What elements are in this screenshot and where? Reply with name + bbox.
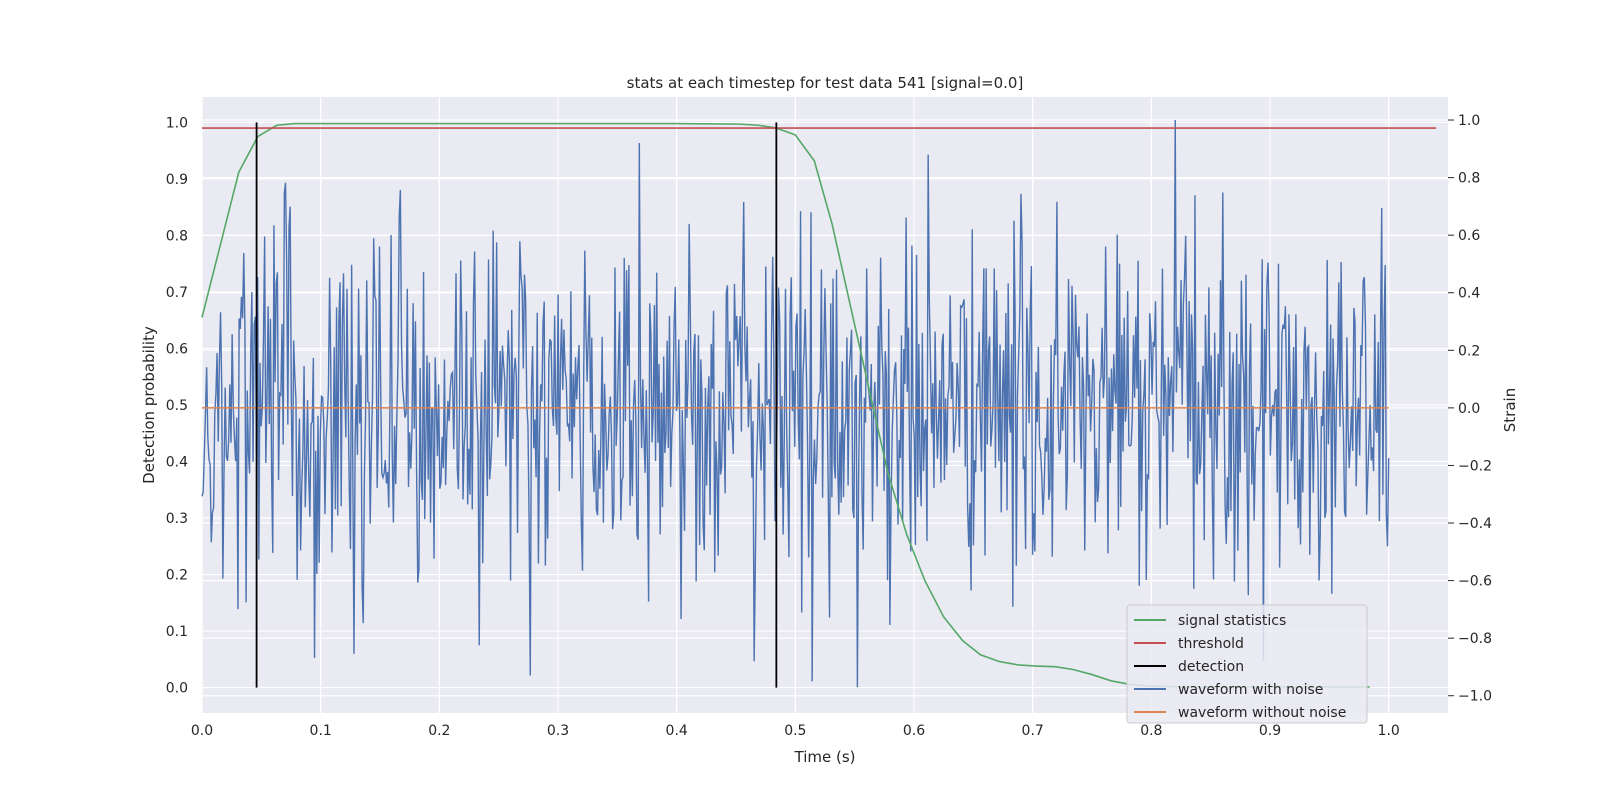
y-right-tick-label: 0.2 xyxy=(1458,343,1480,359)
y-left-axis-ticks: 0.0 0.1 0.2 0.3 0.4 0.5 0.6 0.7 0.8 0.9 1.0 xyxy=(166,115,188,696)
x-tick-label: 0.5 xyxy=(784,723,806,739)
y-left-tick-label: 0.2 xyxy=(166,568,188,584)
plot-lines xyxy=(201,120,1437,688)
x-tick-label: 0.7 xyxy=(1022,723,1044,739)
y-right-tick-label: 0.4 xyxy=(1458,286,1480,302)
y-right-tick-label: −0.2 xyxy=(1458,458,1492,474)
legend-label: detection xyxy=(1178,659,1244,675)
y-left-tick-label: 0.7 xyxy=(166,285,188,301)
y-right-axis-ticks: −1.0 −0.8 −0.6 −0.4 −0.2 0.0 0.2 0.4 0.6 0.8 1.0 xyxy=(1448,113,1492,705)
legend-label: threshold xyxy=(1178,636,1244,652)
x-axis-label: Time (s) xyxy=(794,748,856,766)
x-tick-label: 0.4 xyxy=(666,723,688,739)
legend-label: waveform without noise xyxy=(1178,705,1346,721)
y-left-tick-label: 0.3 xyxy=(166,511,188,527)
legend-label: signal statistics xyxy=(1178,613,1286,629)
series-waveform-with-noise xyxy=(201,120,1390,688)
x-tick-label: 1.0 xyxy=(1378,723,1400,739)
y-right-tick-label: −0.8 xyxy=(1458,631,1492,647)
x-tick-label: 0.6 xyxy=(903,723,925,739)
y-right-tick-label: −1.0 xyxy=(1458,689,1492,705)
x-tick-label: 0.3 xyxy=(547,723,569,739)
y-left-tick-label: 0.4 xyxy=(166,455,188,471)
legend-label: waveform with noise xyxy=(1178,682,1323,698)
series-signal-statistics xyxy=(201,122,1370,688)
legend-item-waveform-with-noise: waveform with noise xyxy=(1134,682,1323,698)
legend-item-threshold: threshold xyxy=(1134,636,1244,652)
y-right-axis-label: Strain xyxy=(1501,388,1519,432)
x-tick-label: 0.9 xyxy=(1259,723,1281,739)
legend-item-waveform-without-noise: waveform without noise xyxy=(1134,705,1346,721)
y-left-tick-label: 0.8 xyxy=(166,228,188,244)
y-right-tick-label: 0.8 xyxy=(1458,171,1480,187)
y-left-tick-label: 0.6 xyxy=(166,341,188,357)
y-left-tick-label: 0.1 xyxy=(166,624,188,640)
x-tick-label: 0.8 xyxy=(1140,723,1162,739)
y-left-tick-label: 0.5 xyxy=(166,398,188,414)
y-right-tick-label: −0.6 xyxy=(1458,574,1492,590)
legend: signal statistics threshold detection wavef… xyxy=(1126,604,1368,724)
chart-title: stats at each timestep for test data 541… xyxy=(627,74,1024,92)
y-right-tick-label: 0.6 xyxy=(1458,228,1480,244)
legend-box xyxy=(1126,604,1368,724)
y-left-tick-label: 0.9 xyxy=(166,172,188,188)
x-axis-ticks: 0.0 0.1 0.2 0.3 0.4 0.5 0.6 0.7 0.8 0.9 1.0 xyxy=(191,723,1400,739)
y-left-tick-label: 0.0 xyxy=(166,681,188,697)
legend-item-detection: detection xyxy=(1134,659,1244,675)
y-left-tick-label: 1.0 xyxy=(166,115,188,131)
y-right-tick-label: 1.0 xyxy=(1458,113,1480,129)
x-tick-label: 0.1 xyxy=(310,723,332,739)
y-left-axis-label: Detection probability xyxy=(140,326,158,484)
y-right-tick-label: 0.0 xyxy=(1458,401,1480,417)
x-tick-label: 0.0 xyxy=(191,723,213,739)
legend-item-signal-statistics: signal statistics xyxy=(1134,613,1286,629)
y-right-tick-label: −0.4 xyxy=(1458,516,1492,532)
x-tick-label: 0.2 xyxy=(428,723,450,739)
